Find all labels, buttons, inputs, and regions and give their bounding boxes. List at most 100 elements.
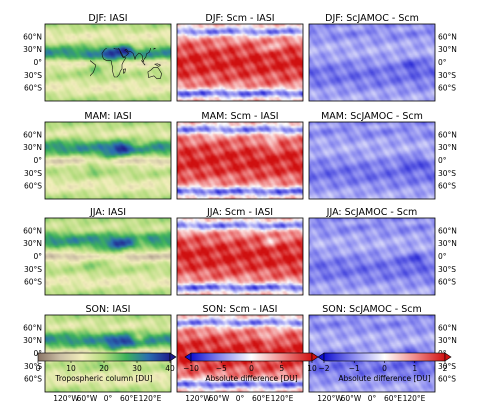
colorbar-label: Absolute difference [DU] <box>338 374 430 383</box>
lon-tick-label: 120°W <box>53 394 79 403</box>
value-field <box>177 24 303 101</box>
panel-title: DJF: Scm - IASI <box>205 13 274 24</box>
value-field <box>45 218 171 295</box>
lat-tick-label: 30°S <box>438 362 456 371</box>
lat-tick-label: 30°N <box>23 336 42 345</box>
panel-title: SON: IASI <box>86 304 131 315</box>
colorbar-bar <box>323 352 446 362</box>
panel-title: MAM: IASI <box>84 111 131 122</box>
lat-tick-label: 30°S <box>24 169 42 178</box>
lat-tick-label: 60°N <box>23 32 42 41</box>
panel-title: SON: ScJAMOC - Scm <box>322 304 422 315</box>
lat-tick-label: 60°N <box>23 226 42 235</box>
colorbar-tick-label: 0 <box>36 364 41 373</box>
lon-tick-label: 60°E <box>252 394 270 403</box>
map-panel: JJA: Scm - IASI <box>176 207 304 296</box>
colorbar-tick-label: 10 <box>307 364 317 373</box>
lat-tick-label: 60°N <box>438 323 457 332</box>
panel-title: JJA: ScJAMOC - Scm <box>326 207 418 218</box>
lat-tick-label: 0° <box>33 252 42 261</box>
colorbar-tick-label: 0 <box>249 364 254 373</box>
lat-tick-label: 0° <box>438 58 447 67</box>
lat-tick-label: 60°N <box>438 32 457 41</box>
map-panel: MAM: Scm - IASI <box>176 111 304 200</box>
value-field <box>177 218 303 295</box>
colorbar-tick-label: 2 <box>443 364 448 373</box>
colorbar-tick-label: 20 <box>99 364 109 373</box>
lat-tick-label: 30°S <box>438 169 456 178</box>
colorbar: −2 −1 0 1 2 Absolute difference [DU] <box>317 352 452 383</box>
map-panel: DJF: IASI <box>44 13 172 102</box>
lat-tick-label: 60°S <box>24 182 42 191</box>
lon-tick-label: 120°W <box>185 394 211 403</box>
lon-tick-label: 60°W <box>77 394 98 403</box>
colorbar-tick-label: −10 <box>183 364 199 373</box>
colorbar-tick-label: −2 <box>318 364 329 373</box>
lon-tick-label: 60°W <box>209 394 230 403</box>
panel-title: JJA: Scm - IASI <box>206 207 273 218</box>
value-field <box>309 24 435 101</box>
lat-tick-label: 60°S <box>24 375 42 384</box>
lat-tick-label: 30°S <box>438 265 456 274</box>
panel-frame <box>176 121 304 200</box>
panel-frame <box>176 217 304 296</box>
colorbar: −10 −5 0 5 10 Absolute difference [DU] <box>183 352 319 383</box>
value-field <box>309 218 435 295</box>
map-panel: MAM: IASI <box>44 111 172 200</box>
panel-frame <box>308 23 436 102</box>
lat-tick-label: 0° <box>438 156 447 165</box>
map-panel: JJA: ScJAMOC - Scm <box>308 207 436 296</box>
colorbar-tick-label: −1 <box>349 364 360 373</box>
colorbar-extend-max <box>169 352 177 362</box>
value-field <box>309 122 435 199</box>
colorbar-tick-label: 30 <box>132 364 142 373</box>
map-panel: DJF: ScJAMOC - Scm <box>308 13 436 102</box>
colorbar-bar <box>37 352 171 362</box>
value-field <box>45 122 171 199</box>
lat-tick-label: 60°S <box>438 375 456 384</box>
panel-title: MAM: Scm - IASI <box>201 111 278 122</box>
lon-tick-label: 0° <box>104 394 113 403</box>
panel-frame <box>308 121 436 200</box>
lon-tick-label: 0° <box>236 394 245 403</box>
lon-tick-label: 120°E <box>403 394 426 403</box>
lat-tick-label: 60°S <box>24 84 42 93</box>
map-panels: DJF: IASI DJF: Scm - IASI DJF: ScJAMOC - S… <box>44 13 436 393</box>
colorbar-extend-max <box>444 352 452 362</box>
coastline <box>90 48 162 80</box>
lat-tick-label: 60°S <box>438 278 456 287</box>
lat-tick-label: 30°N <box>23 143 42 152</box>
panel-title: DJF: IASI <box>88 13 127 24</box>
lat-tick-label: 30°S <box>438 71 456 80</box>
lat-tick-label: 60°N <box>23 130 42 139</box>
panel-frame <box>44 121 172 200</box>
panel-frame <box>44 217 172 296</box>
lon-tick-label: 120°E <box>271 394 294 403</box>
colorbar-tick-label: −5 <box>216 364 227 373</box>
colorbar-bar <box>190 352 313 362</box>
lat-tick-label: 60°N <box>23 323 42 332</box>
colorbar-tick-label: 1 <box>412 364 417 373</box>
lon-tick-label: 60°E <box>120 394 138 403</box>
lat-tick-label: 30°N <box>23 239 42 248</box>
panel-title: SON: Scm - IASI <box>203 304 278 315</box>
lat-tick-label: 60°N <box>438 226 457 235</box>
lat-tick-label: 30°S <box>24 71 42 80</box>
lat-tick-label: 30°N <box>438 239 457 248</box>
lat-tick-label: 30°S <box>24 265 42 274</box>
panel-frame <box>44 23 172 102</box>
lat-tick-label: 0° <box>438 252 447 261</box>
panel-title: DJF: ScJAMOC - Scm <box>325 13 419 24</box>
colorbar-tick-label: 10 <box>66 364 76 373</box>
lat-tick-label: 0° <box>33 58 42 67</box>
panel-frame <box>176 23 304 102</box>
lon-tick-label: 0° <box>368 394 377 403</box>
panel-title: MAM: ScJAMOC - Scm <box>321 111 423 122</box>
lon-tick-label: 120°E <box>139 394 162 403</box>
lat-tick-label: 30°N <box>438 143 457 152</box>
colorbar-tick-label: 0 <box>382 364 387 373</box>
map-panel: DJF: Scm - IASI <box>176 13 304 102</box>
lat-tick-label: 0° <box>33 156 42 165</box>
lat-tick-label: 60°S <box>438 84 456 93</box>
